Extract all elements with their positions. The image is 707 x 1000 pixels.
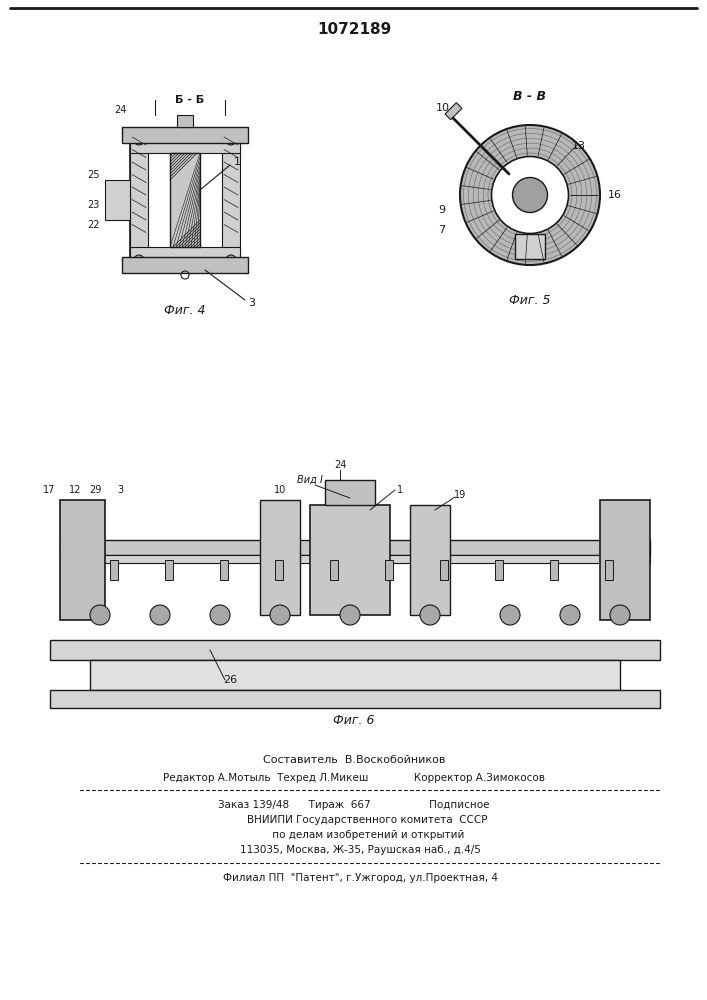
Circle shape: [500, 605, 520, 625]
Bar: [605, 560, 613, 580]
Bar: [60, 555, 650, 563]
Text: 17: 17: [42, 485, 55, 495]
Bar: [90, 660, 620, 690]
Text: Составитель  В.Воскобойников: Составитель В.Воскобойников: [263, 755, 445, 765]
Circle shape: [270, 605, 290, 625]
Bar: [385, 560, 393, 580]
Bar: [130, 135, 240, 265]
Text: 1: 1: [397, 485, 403, 495]
Bar: [177, 115, 193, 127]
Text: Б - Б: Б - Б: [175, 95, 204, 105]
Bar: [130, 135, 240, 153]
Circle shape: [460, 125, 600, 265]
Circle shape: [210, 605, 230, 625]
Text: 19: 19: [454, 490, 466, 500]
Text: В - В: В - В: [513, 91, 547, 104]
Bar: [50, 690, 660, 708]
Bar: [60, 500, 105, 620]
Circle shape: [134, 255, 144, 265]
Bar: [105, 180, 130, 220]
Bar: [260, 500, 300, 615]
Text: 23: 23: [88, 200, 100, 210]
Text: ВНИИПИ Государственного комитета  СССР: ВНИИПИ Государственного комитета СССР: [221, 815, 487, 825]
Text: Фиг. 5: Фиг. 5: [509, 294, 551, 306]
Bar: [515, 233, 545, 258]
Text: Редактор А.Мотыль  Техред Л.Микеш              Корректор А.Зимокосов: Редактор А.Мотыль Техред Л.Микеш Коррект…: [163, 773, 545, 783]
Text: 12: 12: [69, 485, 81, 495]
Bar: [445, 103, 462, 120]
Text: 10: 10: [436, 103, 450, 113]
Text: Вид I: Вид I: [297, 475, 323, 485]
Bar: [550, 560, 558, 580]
Text: 13: 13: [572, 141, 586, 151]
Bar: [330, 560, 338, 580]
Circle shape: [226, 135, 236, 145]
Bar: [130, 135, 148, 265]
Bar: [325, 480, 375, 505]
Bar: [440, 560, 448, 580]
Text: 25: 25: [88, 170, 100, 180]
Bar: [130, 247, 240, 265]
Circle shape: [90, 605, 110, 625]
Circle shape: [420, 605, 440, 625]
Text: 26: 26: [223, 675, 237, 685]
Text: 3: 3: [117, 485, 123, 495]
Bar: [122, 257, 248, 273]
Bar: [50, 640, 660, 660]
Text: Фиг. 4: Фиг. 4: [164, 304, 206, 316]
Bar: [60, 540, 650, 555]
Text: по делам изобретений и открытий: по делам изобретений и открытий: [243, 830, 464, 840]
Text: 24: 24: [334, 460, 346, 470]
Text: 9: 9: [438, 205, 445, 215]
Bar: [110, 560, 118, 580]
Bar: [170, 153, 200, 247]
Text: 29: 29: [89, 485, 101, 495]
Text: Заказ 139/48      Тираж  667                  Подписное: Заказ 139/48 Тираж 667 Подписное: [218, 800, 490, 810]
Bar: [310, 505, 390, 615]
Text: 16: 16: [608, 190, 622, 200]
Circle shape: [150, 605, 170, 625]
Circle shape: [226, 255, 236, 265]
Text: 1: 1: [233, 157, 240, 167]
Text: 113035, Москва, Ж-35, Раушская наб., д.4/5: 113035, Москва, Ж-35, Раушская наб., д.4…: [227, 845, 481, 855]
Circle shape: [560, 605, 580, 625]
Circle shape: [610, 605, 630, 625]
Bar: [275, 560, 283, 580]
Bar: [410, 505, 450, 615]
Text: 10: 10: [274, 485, 286, 495]
Circle shape: [134, 135, 144, 145]
Text: 1072189: 1072189: [317, 22, 391, 37]
Text: Фиг. 6: Фиг. 6: [333, 714, 375, 726]
Bar: [495, 560, 503, 580]
Bar: [165, 560, 173, 580]
Bar: [122, 127, 248, 143]
Text: 3: 3: [248, 298, 255, 308]
Circle shape: [513, 178, 547, 213]
Text: 7: 7: [438, 225, 445, 235]
Text: 24: 24: [114, 105, 126, 115]
Bar: [600, 500, 650, 620]
Circle shape: [491, 156, 568, 233]
Bar: [220, 560, 228, 580]
Text: Филиал ПП  "Патент", г.Ужгород, ул.Проектная, 4: Филиал ПП "Патент", г.Ужгород, ул.Проект…: [210, 873, 498, 883]
Bar: [222, 135, 240, 265]
Text: 22: 22: [88, 220, 100, 230]
Circle shape: [340, 605, 360, 625]
